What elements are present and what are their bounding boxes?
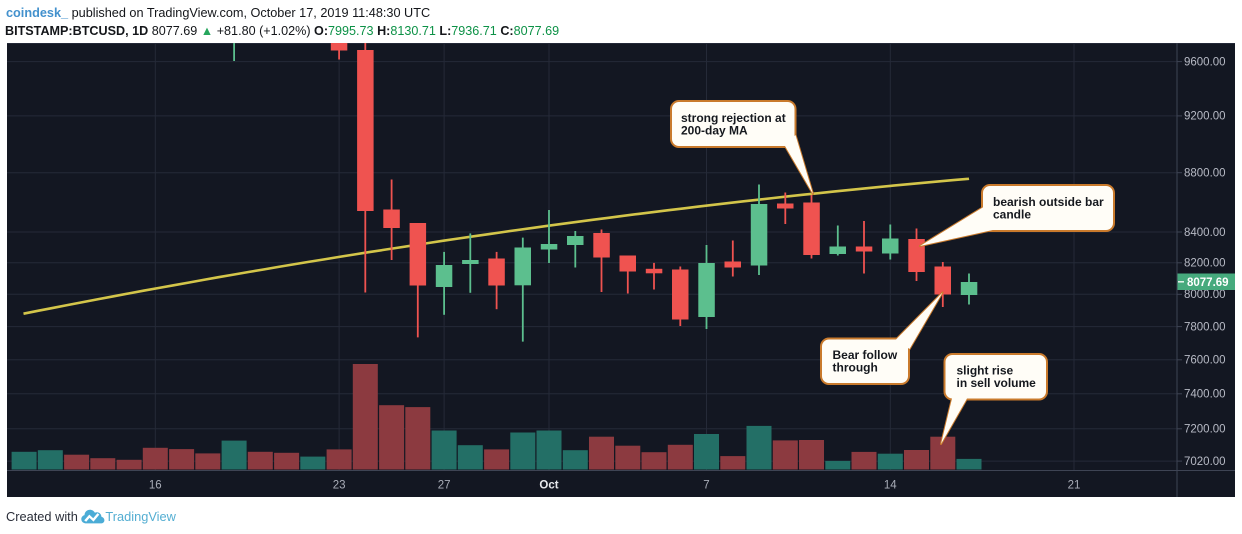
svg-text:8000.00: 8000.00 — [1184, 289, 1226, 301]
svg-text:9200.00: 9200.00 — [1184, 111, 1226, 123]
svg-text:candle: candle — [993, 208, 1031, 222]
svg-text:21: 21 — [1068, 480, 1081, 492]
svg-text:7800.00: 7800.00 — [1184, 321, 1226, 333]
svg-text:in sell volume: in sell volume — [957, 376, 1037, 390]
svg-text:8800.00: 8800.00 — [1184, 168, 1226, 180]
svg-text:8200.00: 8200.00 — [1184, 258, 1226, 270]
svg-text:7: 7 — [703, 480, 709, 492]
svg-text:9600.00: 9600.00 — [1184, 56, 1226, 68]
svg-text:strong rejection at: strong rejection at — [681, 111, 786, 125]
svg-text:bearish outside bar: bearish outside bar — [993, 195, 1104, 209]
svg-text:slight rise: slight rise — [957, 364, 1014, 378]
svg-text:7600.00: 7600.00 — [1184, 355, 1226, 367]
svg-text:7020.00: 7020.00 — [1184, 456, 1226, 468]
svg-text:7400.00: 7400.00 — [1184, 389, 1226, 401]
svg-text:8400.00: 8400.00 — [1184, 227, 1226, 239]
svg-text:through: through — [833, 361, 878, 375]
svg-text:27: 27 — [438, 480, 451, 492]
svg-text:23: 23 — [333, 480, 346, 492]
svg-text:14: 14 — [884, 480, 897, 492]
svg-text:7200.00: 7200.00 — [1184, 424, 1226, 436]
svg-text:200-day MA: 200-day MA — [681, 124, 748, 138]
svg-text:8077.69: 8077.69 — [1187, 277, 1229, 289]
svg-text:16: 16 — [149, 480, 162, 492]
svg-text:Oct: Oct — [539, 480, 558, 492]
svg-text:Bear follow: Bear follow — [833, 348, 898, 362]
